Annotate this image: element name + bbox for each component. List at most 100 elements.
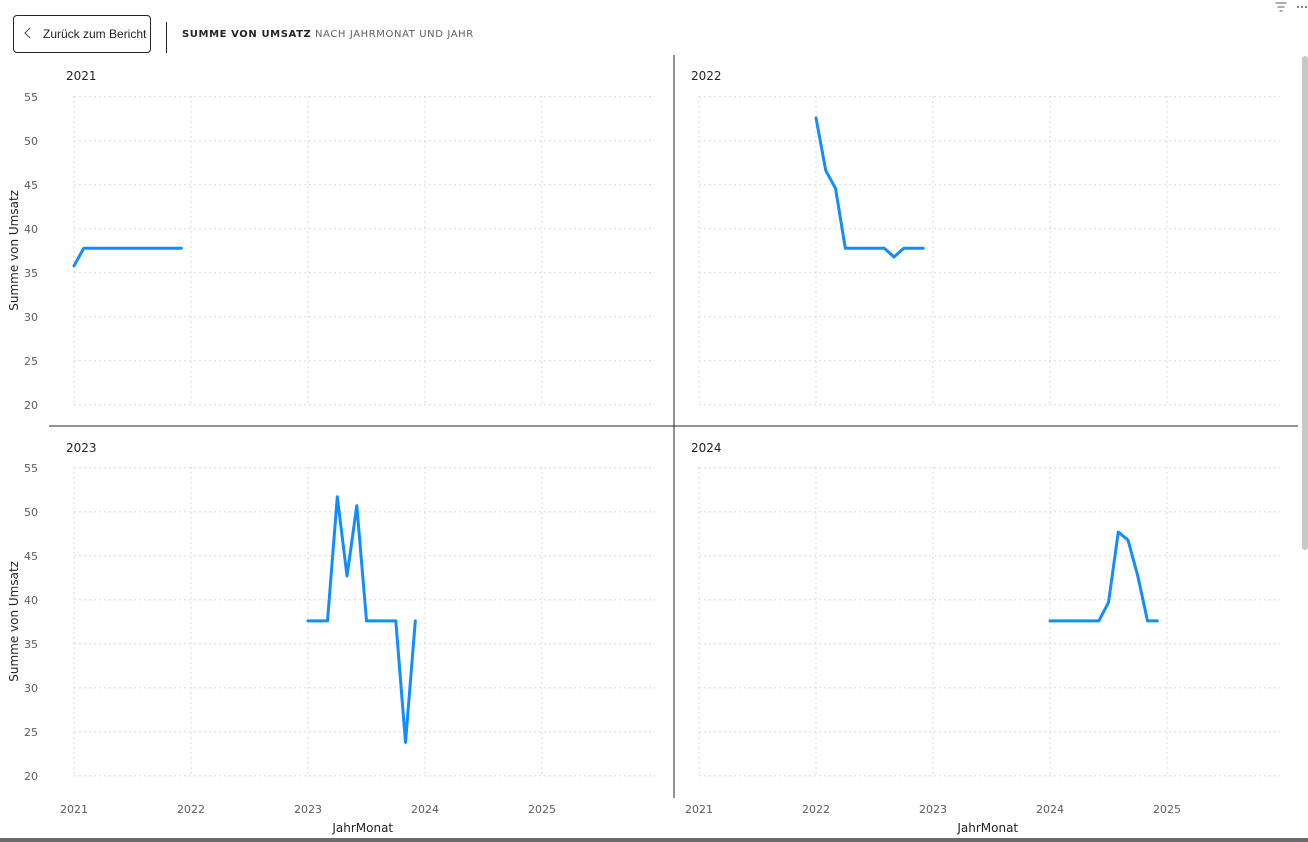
data-point — [316, 619, 319, 622]
panel-title: 2023 — [66, 441, 97, 455]
x-tick-label: 2022 — [177, 803, 205, 816]
data-point — [365, 619, 368, 622]
header-bar: Zurück zum Bericht SUMME VON UMSATZ NACH… — [0, 0, 1308, 56]
data-point — [141, 247, 144, 250]
data-point — [346, 575, 349, 578]
data-point — [160, 247, 163, 250]
chart-panel-2021: 2021 55 50 45 40 35 30 25 20 Summe von Umsatz — [7, 69, 655, 412]
y-tick-label: 20 — [24, 770, 38, 783]
data-point — [121, 247, 124, 250]
chart-panel-2022: 2022 — [691, 69, 1280, 406]
chart-panel-2024: 2024 2021 2022 2023 2024 2025 JahrMonat — [685, 441, 1280, 835]
bottom-border — [0, 838, 1308, 842]
data-point — [815, 116, 818, 119]
x-tick-label: 2023 — [919, 803, 947, 816]
data-point — [375, 619, 378, 622]
y-tick-label: 50 — [24, 135, 38, 148]
series-line-2023 — [306, 495, 417, 744]
data-point — [307, 619, 310, 622]
y-axis-label: Summe von Umsatz — [7, 561, 21, 682]
visual-header-icons — [1258, 0, 1308, 14]
data-point — [131, 247, 134, 250]
y-axis-label: Summe von Umsatz — [7, 190, 21, 311]
y-tick-label: 45 — [24, 550, 38, 563]
data-point — [170, 247, 173, 250]
vertical-scrollbar[interactable] — [1302, 56, 1308, 550]
back-button-label: Zurück zum Bericht — [43, 27, 147, 41]
data-point — [883, 247, 886, 250]
data-point — [1146, 619, 1149, 622]
panel-title: 2021 — [66, 69, 97, 83]
x-axis-label: JahrMonat — [956, 821, 1018, 835]
y-tick-label: 35 — [24, 638, 38, 651]
panel-title: 2022 — [691, 69, 722, 83]
data-point — [1049, 619, 1052, 622]
x-tick-label: 2022 — [802, 803, 830, 816]
data-point — [326, 619, 329, 622]
x-tick-label: 2025 — [1153, 803, 1181, 816]
data-point — [1156, 619, 1159, 622]
filter-icon[interactable] — [1275, 2, 1287, 12]
x-tick-label: 2023 — [294, 803, 322, 816]
data-point — [73, 264, 76, 267]
data-point — [1127, 539, 1130, 542]
data-point — [863, 247, 866, 250]
panel-title: 2024 — [691, 441, 722, 455]
y-tick-label: 25 — [24, 355, 38, 368]
y-tick-label: 30 — [24, 311, 38, 324]
data-point — [854, 247, 857, 250]
data-point — [1068, 619, 1071, 622]
data-point — [404, 741, 407, 744]
y-tick-label: 30 — [24, 682, 38, 695]
y-tick-label: 35 — [24, 267, 38, 280]
x-tick-label: 2024 — [1036, 803, 1064, 816]
tab-measure[interactable]: SUMME VON UMSATZ — [182, 29, 312, 40]
data-point — [922, 247, 925, 250]
data-point — [1117, 531, 1120, 534]
data-point — [180, 247, 183, 250]
y-tick-label: 55 — [24, 462, 38, 475]
y-tick-label: 50 — [24, 506, 38, 519]
x-tick-label: 2021 — [685, 803, 713, 816]
data-point — [1058, 619, 1061, 622]
data-point — [82, 247, 85, 250]
y-tick-label: 25 — [24, 726, 38, 739]
x-axis-label: JahrMonat — [331, 821, 393, 835]
back-to-report-button[interactable]: Zurück zum Bericht — [13, 15, 151, 53]
data-point — [1078, 619, 1081, 622]
series-line-2022 — [814, 116, 925, 259]
chart-panel-2023: 2023 55 50 45 40 35 30 25 20 Summe von Umsatz 2021… — [7, 441, 655, 835]
data-point — [834, 187, 837, 190]
x-tick-label: 2025 — [528, 803, 556, 816]
data-point — [102, 247, 105, 250]
data-point — [1088, 619, 1091, 622]
data-point — [873, 247, 876, 250]
data-point — [151, 247, 154, 250]
data-point — [394, 619, 397, 622]
data-point — [844, 247, 847, 250]
series-line-2024 — [1048, 530, 1159, 623]
x-tick-label: 2024 — [411, 803, 439, 816]
data-point — [336, 495, 339, 498]
data-point — [355, 504, 358, 507]
data-point — [912, 247, 915, 250]
data-point — [1136, 575, 1139, 578]
x-tick-label: 2021 — [60, 803, 88, 816]
chevron-left-icon — [24, 27, 31, 39]
data-point — [1097, 619, 1100, 622]
data-point — [902, 247, 905, 250]
data-point — [414, 619, 417, 622]
tab-grouping[interactable]: NACH JAHRMONAT UND JAHR — [315, 29, 474, 40]
data-point — [385, 619, 388, 622]
y-tick-label: 40 — [24, 594, 38, 607]
more-options-icon[interactable] — [1296, 0, 1308, 10]
y-tick-label: 20 — [24, 399, 38, 412]
data-point — [1107, 601, 1110, 604]
y-tick-label: 55 — [24, 91, 38, 104]
y-tick-label: 45 — [24, 179, 38, 192]
data-point — [824, 169, 827, 172]
data-point — [893, 256, 896, 259]
y-tick-label: 40 — [24, 223, 38, 236]
data-point — [112, 247, 115, 250]
